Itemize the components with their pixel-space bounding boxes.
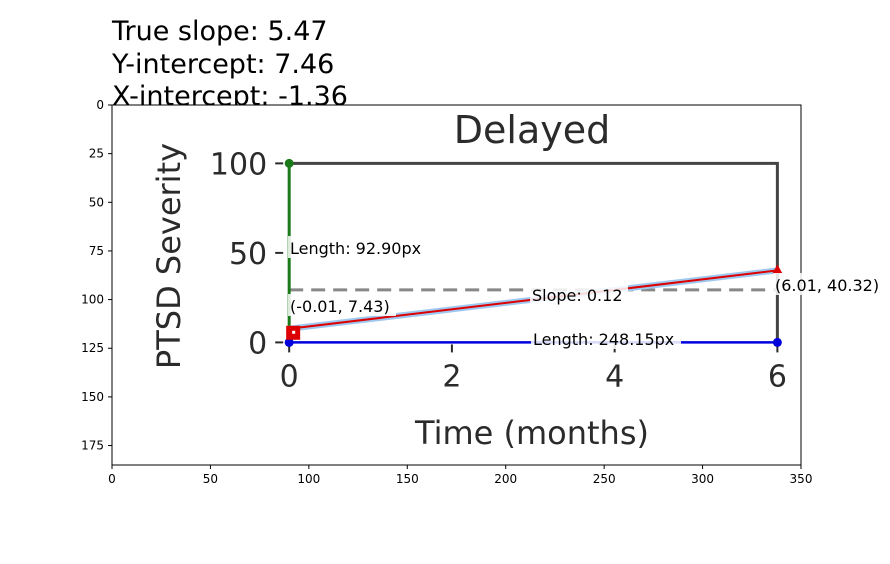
point-marker: [772, 337, 782, 347]
point-marker: [284, 158, 294, 168]
embedded-y-tick-label: 0: [248, 326, 267, 361]
embedded-x-ticks: 0 2 4 6: [280, 344, 787, 394]
x-tick-label: 0: [108, 472, 116, 486]
embedded-x-tick-label: 4: [605, 359, 624, 394]
axes-frame: [111, 104, 802, 466]
slope-label: Slope: 0.12: [532, 286, 623, 305]
x-tick-label: 250: [593, 472, 616, 486]
end-point-label: (6.01, 40.32): [775, 276, 879, 295]
true-slope-text: True slope: 5.47: [111, 16, 328, 47]
horizontal-length-label: Length: 248.15px: [533, 330, 674, 349]
outer-y-ticks: 0 25 50 75 100 125 150 175: [81, 98, 112, 453]
annotation-horizontal-length: Length: 248.15px: [531, 327, 681, 349]
start-square-highlight: [292, 330, 296, 334]
x-tick-label: 300: [691, 472, 714, 486]
embedded-y-tick-label: 50: [229, 237, 267, 272]
y-tick-label: 125: [81, 341, 104, 355]
embedded-chart-image: Delayed PTSD Severity Time (months) 0 50 1…: [150, 108, 787, 452]
outer-x-ticks: 0 50 100 150 200 250 300 350: [108, 465, 812, 486]
embedded-x-tick-label: 2: [442, 359, 461, 394]
y-tick-label: 50: [89, 195, 104, 209]
x-tick-label: 50: [203, 472, 218, 486]
embedded-title: Delayed: [454, 108, 610, 152]
x-tick-label: 100: [297, 472, 320, 486]
annotation-start-point: (-0.01, 7.43): [288, 294, 396, 316]
x-tick-label: 350: [790, 472, 813, 486]
annotation-vertical-length: Length: 92.90px: [288, 236, 422, 258]
y-tick-label: 175: [81, 439, 104, 453]
y-tick-label: 25: [89, 147, 104, 161]
embedded-x-tick-label: 6: [768, 359, 787, 394]
annotation-slope: Slope: 0.12: [530, 283, 628, 305]
annotation-end-point: (6.01, 40.32): [773, 273, 885, 295]
embedded-xlabel: Time (months): [414, 414, 649, 452]
vertical-length-label: Length: 92.90px: [290, 239, 421, 258]
y-tick-label: 150: [81, 390, 104, 404]
point-marker: [284, 337, 294, 347]
end-triangle-marker: [772, 264, 783, 274]
embedded-x-tick-label: 0: [280, 359, 299, 394]
embedded-y-ticks: 0 50 100: [210, 147, 284, 361]
x-tick-label: 150: [396, 472, 419, 486]
y-tick-label: 100: [81, 293, 104, 307]
y-intercept-text: Y-intercept: 7.46: [111, 49, 334, 80]
embedded-ylabel: PTSD Severity: [150, 143, 188, 369]
y-tick-label: 0: [96, 98, 104, 112]
x-tick-label: 200: [494, 472, 517, 486]
y-tick-label: 75: [89, 244, 104, 258]
embedded-y-tick-label: 100: [210, 147, 267, 182]
start-point-label: (-0.01, 7.43): [290, 297, 390, 316]
